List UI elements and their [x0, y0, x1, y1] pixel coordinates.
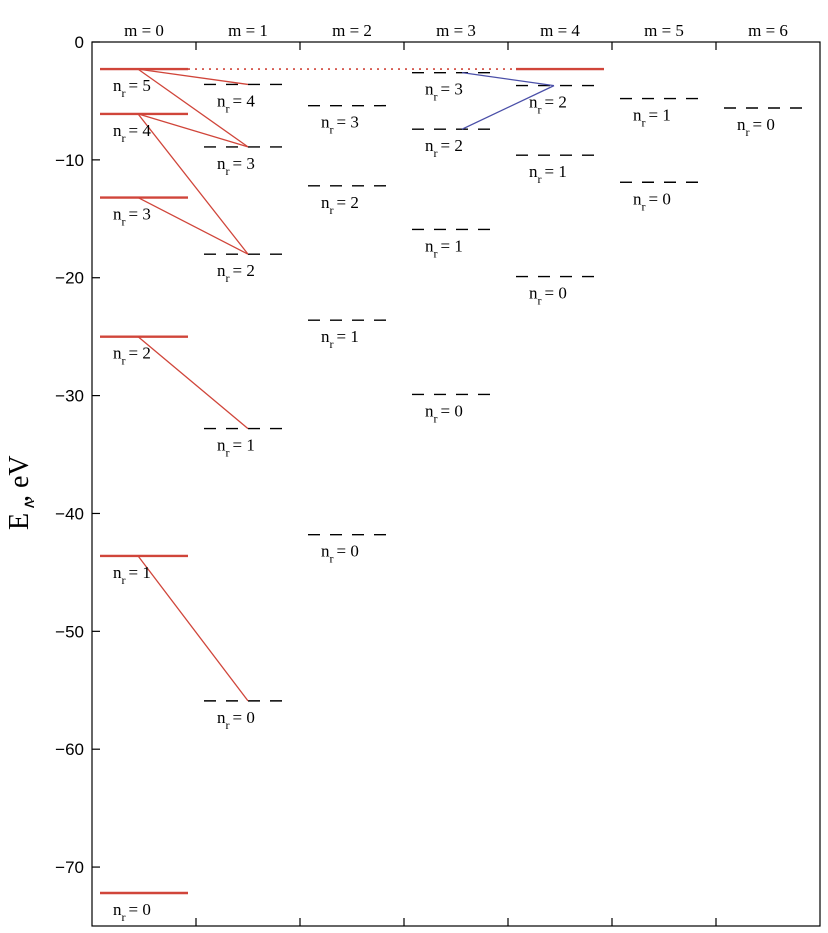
y-axis-label: E ∧ , eV	[4, 455, 38, 530]
column-header: m = 5	[644, 21, 684, 40]
transition-line	[137, 197, 249, 255]
axes: 0 −10 −20 −30 −40 −50 −60 −70	[55, 33, 821, 927]
level-labels: nr = 0 nr = 1 nr = 2 nr = 3 nr = 4 nr = 5 nr = 0 nr = 1…	[113, 76, 775, 924]
level-label: nr = 1	[217, 436, 255, 460]
transition-lines	[137, 68, 555, 702]
level-label: nr = 1	[321, 327, 359, 351]
column-header: m = 1	[228, 21, 268, 40]
level-label: nr = 3	[321, 113, 359, 137]
transition-line	[137, 68, 249, 148]
column-header: m = 4	[540, 21, 580, 40]
level-label: nr = 0	[633, 189, 671, 213]
level-label: nr = 4	[217, 91, 255, 115]
level-label: nr = 1	[425, 236, 463, 260]
transition-line	[137, 68, 249, 86]
level-label: nr = 2	[113, 344, 151, 368]
column-header: m = 0	[124, 21, 164, 40]
level-label: nr = 0	[113, 900, 151, 924]
transition-line	[137, 336, 249, 430]
level-label: nr = 2	[217, 261, 255, 285]
y-tick-label: −70	[55, 858, 84, 877]
y-tick-label: −60	[55, 740, 84, 759]
level-label: nr = 0	[321, 542, 359, 566]
y-axis-label-unit: , eV	[4, 455, 35, 502]
plot-frame	[91, 41, 821, 927]
level-label: nr = 4	[113, 121, 151, 145]
level-label: nr = 2	[529, 93, 567, 117]
column-header: m = 3	[436, 21, 476, 40]
level-label: nr = 1	[113, 563, 151, 587]
level-label: nr = 1	[529, 162, 567, 186]
level-label: nr = 5	[113, 76, 151, 100]
column-header: m = 6	[748, 21, 788, 40]
level-label: nr = 3	[217, 154, 255, 178]
level-label: nr = 0	[529, 284, 567, 308]
level-label: nr = 0	[737, 115, 775, 139]
y-tick-label: −40	[55, 504, 84, 523]
level-label: nr = 0	[425, 401, 463, 425]
column-headers: m = 0 m = 1 m = 2 m = 3 m = 4 m = 5 m = 6	[124, 21, 788, 40]
column-header: m = 2	[332, 21, 372, 40]
level-label: nr = 0	[217, 708, 255, 732]
y-tick-label: −20	[55, 269, 84, 288]
level-label: nr = 2	[425, 136, 463, 160]
y-tick-label: 0	[75, 33, 84, 52]
energy-levels	[100, 67, 812, 895]
transition-line	[461, 72, 555, 87]
level-label: nr = 3	[113, 205, 151, 229]
level-label: nr = 3	[425, 80, 463, 104]
y-tick-label: −50	[55, 622, 84, 641]
y-axis-label-subscript: ∧	[21, 498, 38, 510]
y-tick-label: −10	[55, 151, 84, 170]
y-axis-label-main: E	[4, 513, 35, 530]
transition-line	[461, 85, 555, 130]
level-label: nr = 1	[633, 106, 671, 130]
y-tick-label: −30	[55, 387, 84, 406]
transition-line	[137, 555, 249, 702]
level-label: nr = 2	[321, 193, 359, 217]
transition-line	[137, 113, 249, 255]
transition-line	[137, 113, 249, 148]
